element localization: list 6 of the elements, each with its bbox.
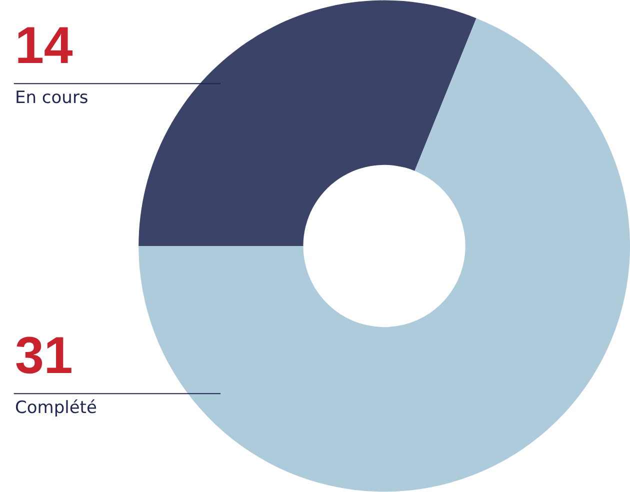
donut-slice <box>138 18 630 492</box>
slice-label: Complété <box>15 398 97 418</box>
slice-label: En cours <box>15 88 88 108</box>
data-label: 14 <box>15 17 73 75</box>
donut-slice <box>138 0 476 246</box>
data-label: 31 <box>15 327 73 385</box>
